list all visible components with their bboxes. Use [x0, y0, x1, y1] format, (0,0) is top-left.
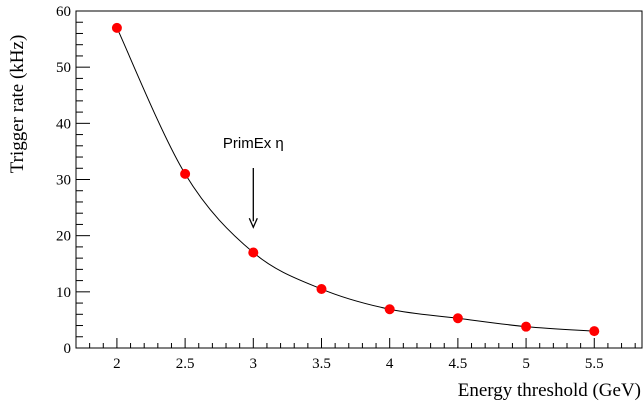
annotation-arrow-head: [248, 217, 258, 229]
annotation: PrimEx η: [223, 135, 284, 229]
axis-labels: Energy threshold (GeV) Trigger rate (kHz…: [7, 35, 641, 401]
y-axis-title: Trigger rate (kHz): [7, 35, 28, 174]
y-tick-label: 40: [56, 116, 71, 132]
y-tick-label: 30: [56, 173, 71, 189]
x-axis-title: Energy threshold (GeV): [458, 380, 641, 401]
x-tick-label: 4: [386, 356, 394, 372]
y-tick-label: 20: [56, 229, 71, 245]
y-tick-label: 60: [56, 4, 71, 20]
data-point: [452, 313, 463, 324]
x-tick-label: 2: [113, 356, 121, 372]
x-tick-label: 5.5: [585, 356, 604, 372]
data-point: [316, 284, 327, 295]
trigger-rate-curve: [116, 27, 595, 332]
data-point: [180, 168, 191, 179]
x-tick-label: 3.5: [312, 356, 331, 372]
x-tick-label: 4.5: [449, 356, 468, 372]
annotation-label: PrimEx η: [223, 135, 284, 152]
plot-area-border: [75, 10, 643, 349]
plot-frame: [75, 10, 643, 349]
series-points: [111, 22, 600, 337]
axis-ticks: 0 10 20 30 40 50 60 2 2.5 3 3.5 4 4.5 5 5.5: [56, 4, 636, 372]
y-tick-label: 0: [64, 341, 72, 357]
x-tick-label: 2.5: [176, 356, 195, 372]
data-point: [521, 321, 532, 332]
data-point: [589, 326, 600, 337]
data-point: [248, 247, 259, 258]
y-tick-label: 10: [56, 285, 71, 301]
x-tick-label: 5: [522, 356, 530, 372]
data-point: [384, 304, 395, 315]
data-point: [111, 22, 122, 33]
series-line: [116, 27, 595, 332]
y-tick-label: 50: [56, 60, 71, 76]
x-tick-label: 3: [250, 356, 258, 372]
